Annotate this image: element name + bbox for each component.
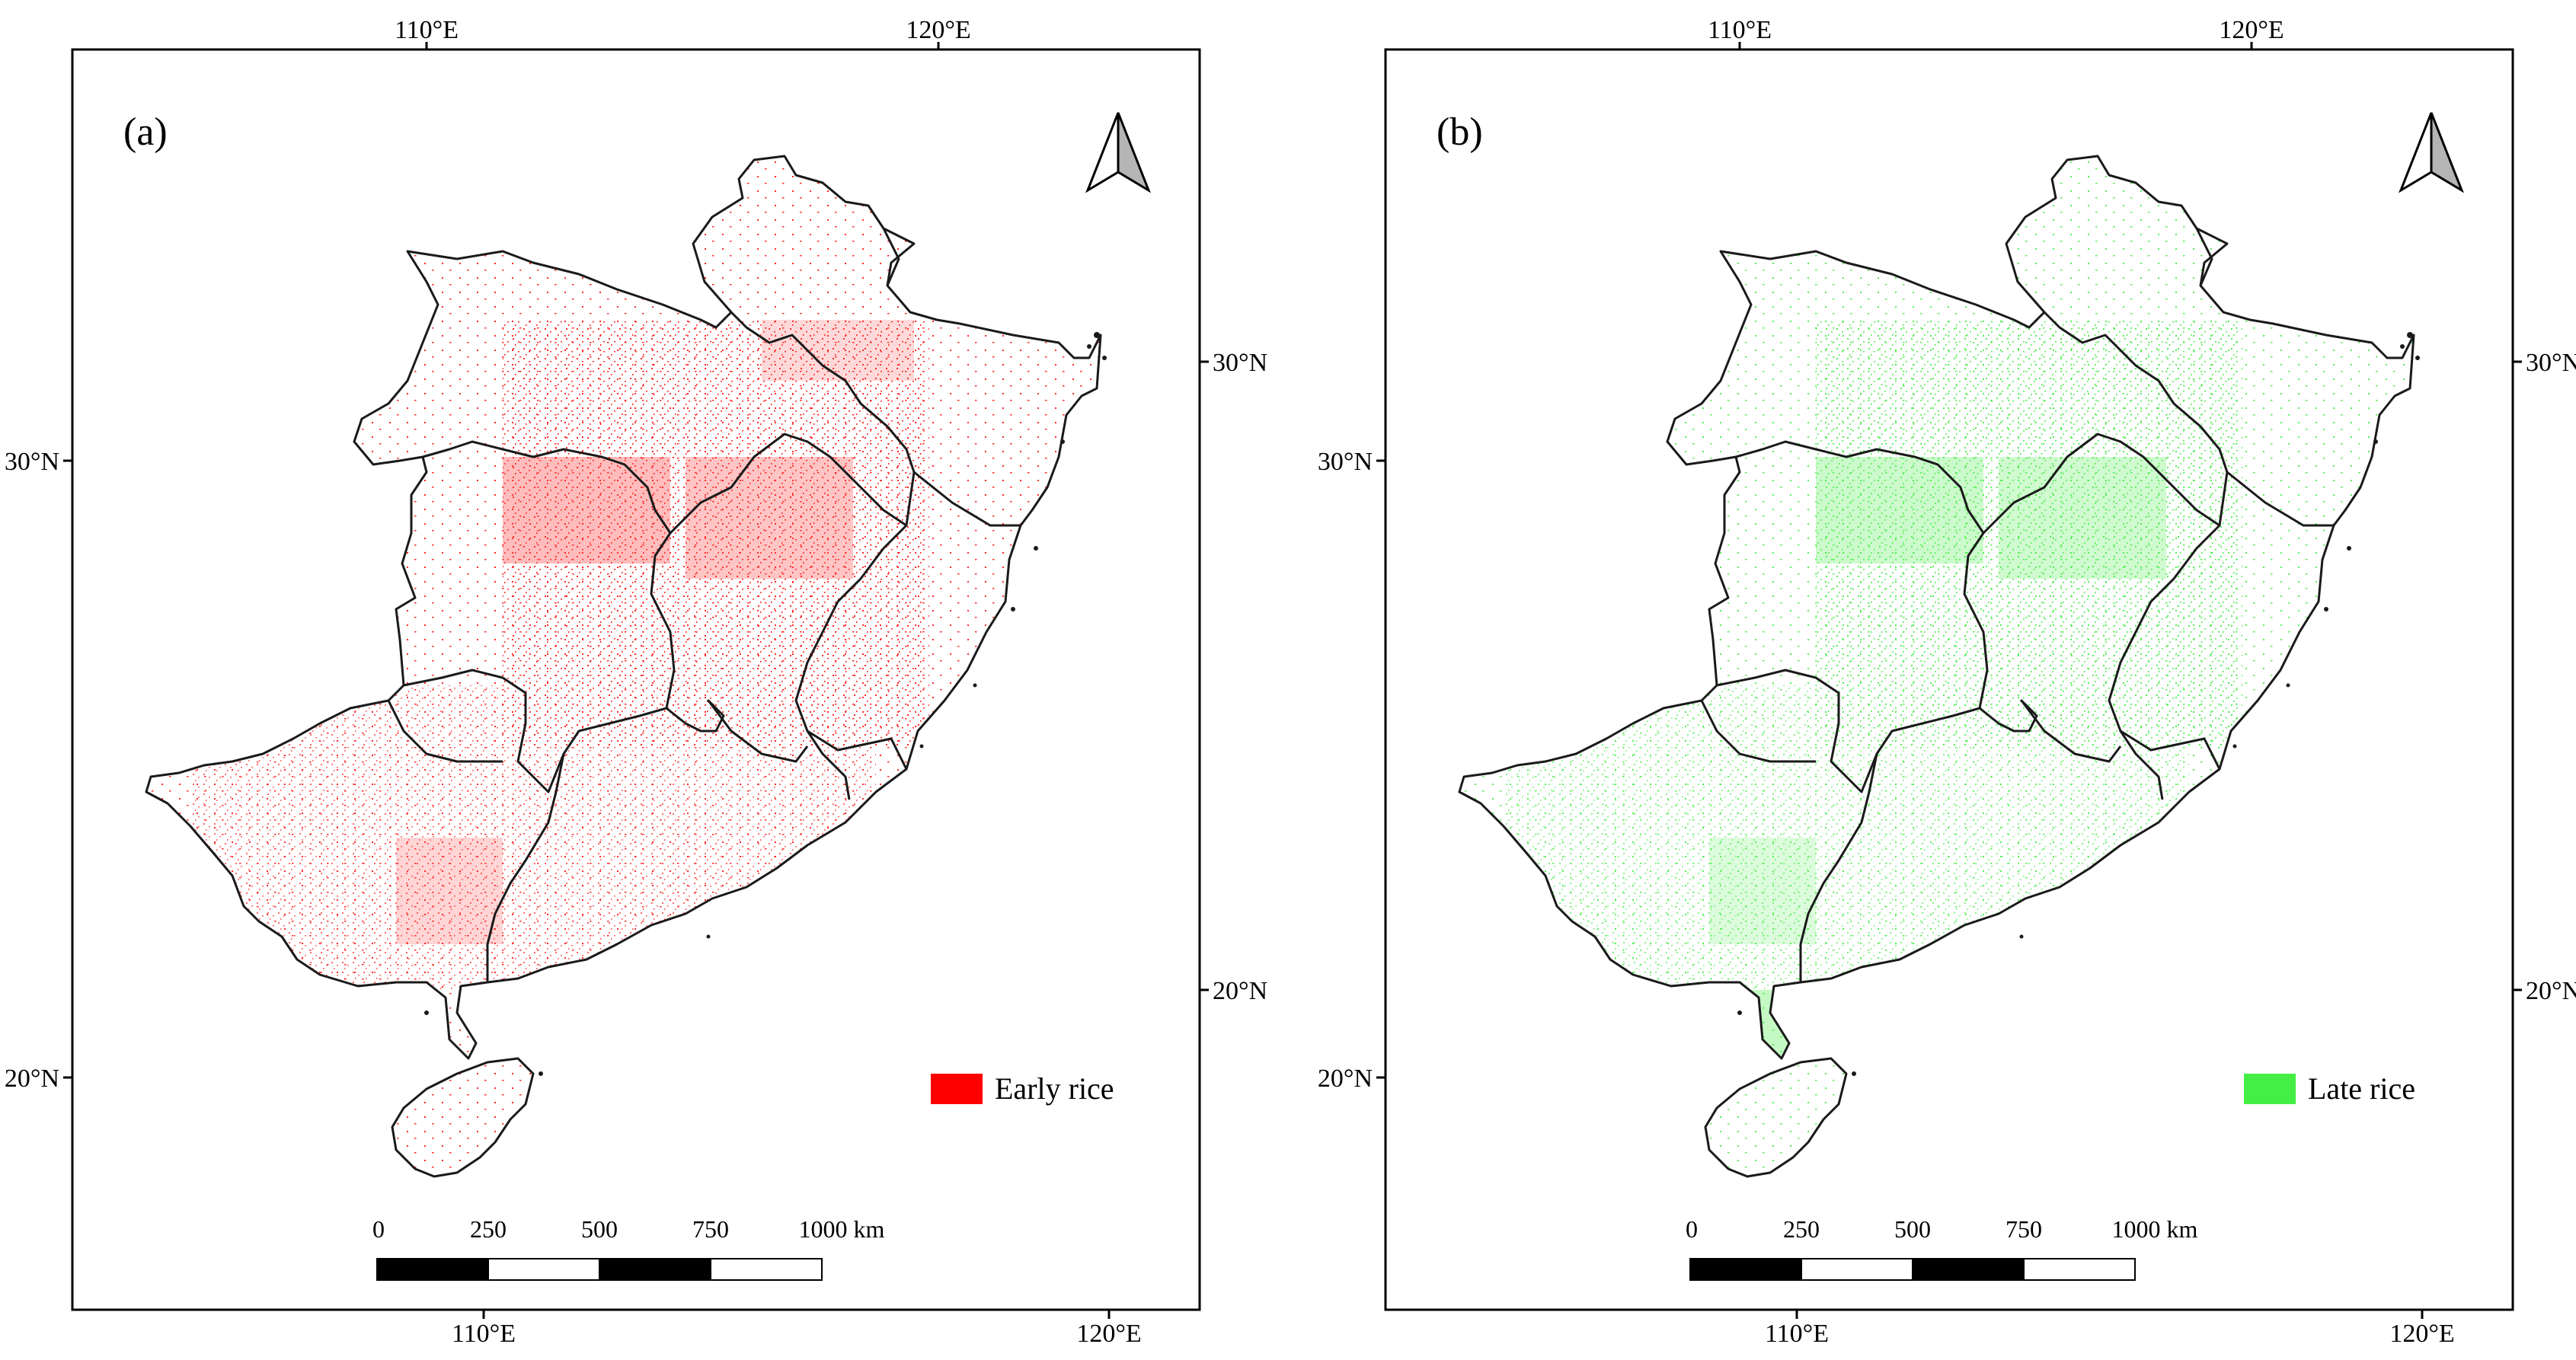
graticule-ticks bbox=[63, 42, 1209, 1319]
right-tick-30n: 30°N bbox=[2526, 349, 2576, 377]
right-tick-30n: 30°N bbox=[1213, 349, 1267, 377]
province-boundaries bbox=[1458, 155, 2415, 1178]
top-tick-110e: 110°E bbox=[1708, 16, 1772, 44]
scale-label-750: 750 bbox=[692, 1215, 729, 1243]
scale-label-250: 250 bbox=[470, 1215, 507, 1243]
map-frame bbox=[71, 48, 1201, 1311]
top-tick-110e: 110°E bbox=[395, 16, 459, 44]
coastal-islands bbox=[1737, 332, 2420, 1076]
legend-label: Late rice bbox=[2308, 1071, 2415, 1106]
north-arrow-icon bbox=[2398, 112, 2465, 193]
bottom-tick-120e: 120°E bbox=[1076, 1320, 1141, 1348]
map-svg: 110°E 120°E 110°E 120°E 30°N 20°N 30°N 2… bbox=[1318, 16, 2576, 1348]
bottom-tick-110e: 110°E bbox=[1765, 1320, 1829, 1348]
left-tick-20n: 20°N bbox=[5, 1065, 59, 1093]
map-svg: 110°E 120°E 110°E 120°E 30°N 20°N 30°N 2… bbox=[5, 16, 1267, 1348]
rice-distribution bbox=[1459, 156, 2414, 1176]
panel-label: (b) bbox=[1437, 110, 1483, 154]
bottom-tick-110e: 110°E bbox=[452, 1320, 516, 1348]
legend-label: Early rice bbox=[995, 1071, 1114, 1106]
scale-label-500: 500 bbox=[581, 1215, 618, 1243]
scale-label-1000: 1000 km bbox=[799, 1215, 885, 1243]
province-boundaries bbox=[145, 155, 1102, 1178]
scale-bar bbox=[376, 1258, 823, 1281]
panel-label: (a) bbox=[123, 110, 168, 154]
legend-swatch bbox=[931, 1074, 983, 1104]
map-frame bbox=[1384, 48, 2514, 1311]
bottom-tick-120e: 120°E bbox=[2389, 1320, 2454, 1348]
left-tick-20n: 20°N bbox=[1318, 1065, 1373, 1093]
left-tick-30n: 30°N bbox=[1318, 448, 1373, 476]
north-arrow-icon bbox=[1085, 112, 1152, 193]
coastal-islands bbox=[424, 332, 1107, 1076]
scale-label-500: 500 bbox=[1894, 1215, 1931, 1243]
graticule-ticks bbox=[1376, 42, 2522, 1319]
scale-label-0: 0 bbox=[1686, 1215, 1698, 1243]
right-tick-20n: 20°N bbox=[2526, 977, 2576, 1005]
right-tick-20n: 20°N bbox=[1213, 977, 1267, 1005]
map-panel-early-rice: 110°E 120°E 110°E 120°E 30°N 20°N 30°N 2… bbox=[0, 0, 1288, 1356]
rice-distribution bbox=[146, 156, 1101, 1176]
left-tick-30n: 30°N bbox=[5, 448, 59, 476]
scale-label-0: 0 bbox=[372, 1215, 385, 1243]
scale-label-250: 250 bbox=[1783, 1215, 1820, 1243]
scale-bar bbox=[1689, 1258, 2136, 1281]
top-tick-120e: 120°E bbox=[906, 16, 970, 44]
top-tick-120e: 120°E bbox=[2219, 16, 2284, 44]
legend-swatch bbox=[2244, 1074, 2296, 1104]
map-panel-late-rice: 110°E 120°E 110°E 120°E 30°N 20°N 30°N 2… bbox=[1313, 0, 2576, 1356]
scale-label-1000: 1000 km bbox=[2112, 1215, 2198, 1243]
scale-label-750: 750 bbox=[2006, 1215, 2042, 1243]
